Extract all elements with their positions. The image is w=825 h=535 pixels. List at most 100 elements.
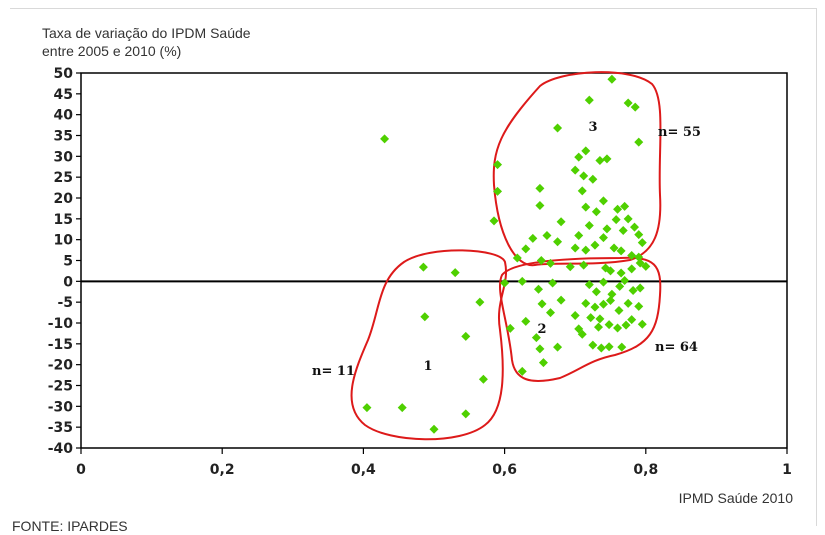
x-tick-label: 0,6 — [492, 462, 517, 478]
data-point — [581, 245, 591, 255]
data-point — [604, 320, 614, 330]
plot-area — [80, 72, 788, 449]
y-tick-label: 20 — [54, 191, 74, 207]
data-point — [602, 154, 612, 164]
data-point — [545, 308, 555, 318]
data-point — [577, 186, 587, 196]
data-point — [586, 313, 596, 323]
data-point — [621, 320, 631, 330]
y-tick-label: 40 — [54, 108, 74, 124]
data-point — [634, 230, 644, 240]
data-point — [628, 286, 638, 295]
data-point — [536, 256, 546, 265]
data-point — [591, 287, 601, 297]
cluster-1-outline — [350, 249, 507, 441]
data-point — [641, 261, 651, 271]
data-point — [418, 262, 428, 272]
data-point — [533, 284, 543, 294]
data-point — [570, 311, 580, 320]
cluster-3-count: n= 55 — [658, 125, 701, 140]
data-point — [627, 315, 637, 325]
data-point — [570, 243, 580, 253]
x-tick-label: 1 — [782, 462, 792, 478]
data-point — [517, 366, 527, 376]
data-point — [615, 281, 625, 291]
data-point — [531, 333, 541, 343]
data-point — [584, 280, 594, 290]
data-point — [598, 299, 608, 309]
data-point — [620, 201, 630, 211]
data-point — [535, 183, 545, 193]
data-point — [627, 251, 637, 260]
data-point — [429, 424, 439, 434]
data-point — [596, 343, 606, 353]
chart-frame — [10, 8, 817, 526]
y-tick-label: -40 — [48, 441, 74, 457]
data-point — [620, 276, 630, 285]
data-point — [595, 156, 605, 165]
data-point — [617, 342, 627, 352]
y-axis-title-line-1: Taxa de variação do IPDM Saúde — [42, 25, 251, 41]
data-point — [591, 207, 601, 217]
data-point — [588, 174, 598, 184]
y-axis-title-line-2: entre 2005 e 2010 (%) — [42, 43, 182, 59]
data-point — [634, 137, 644, 147]
data-point — [593, 322, 603, 332]
data-point — [590, 240, 600, 250]
data-point — [607, 289, 617, 299]
data-point — [579, 171, 589, 181]
data-point — [521, 244, 531, 254]
data-point — [493, 160, 503, 170]
data-point — [584, 221, 594, 230]
y-tick-label: -30 — [48, 399, 74, 415]
cluster-2-outline — [498, 256, 662, 382]
data-point — [553, 237, 563, 247]
data-point — [450, 268, 460, 278]
data-point — [537, 299, 547, 309]
data-point — [545, 258, 555, 268]
cluster-1-label: 1 — [423, 359, 432, 374]
data-point — [627, 264, 637, 274]
y-tick-label: 45 — [54, 87, 73, 103]
data-point — [581, 202, 591, 212]
cluster-3-label: 3 — [588, 120, 597, 135]
data-point — [635, 283, 645, 293]
x-axis-ticks: 0 0,2 0,4 0,6 0,8 1 — [76, 448, 792, 478]
data-point — [500, 278, 510, 288]
data-point — [613, 204, 623, 214]
y-tick-label: 0 — [63, 274, 73, 290]
data-point — [609, 243, 619, 253]
source-note: FONTE: IPARDES — [12, 518, 128, 534]
data-point — [630, 102, 640, 112]
data-point — [574, 231, 584, 240]
data-point — [616, 246, 626, 256]
data-point — [493, 186, 503, 196]
data-point — [489, 216, 499, 226]
data-point — [616, 268, 626, 278]
data-point — [538, 358, 548, 368]
data-point — [613, 323, 623, 333]
data-point — [521, 316, 531, 326]
y-tick-label: 35 — [54, 129, 73, 145]
cluster-outlines — [350, 71, 662, 441]
data-point — [598, 196, 608, 206]
data-point — [588, 340, 598, 350]
data-point — [556, 217, 566, 227]
data-point — [581, 146, 591, 156]
data-point — [397, 403, 407, 413]
data-point — [637, 238, 647, 248]
y-tick-label: -15 — [48, 337, 73, 353]
data-point — [623, 98, 633, 108]
data-point — [637, 319, 647, 329]
cluster-1-count: n= 11 — [312, 364, 355, 379]
data-point — [512, 253, 522, 263]
x-tick-label: 0,2 — [210, 462, 235, 478]
data-point — [535, 344, 545, 354]
data-point — [602, 224, 612, 234]
data-point — [607, 74, 617, 84]
y-tick-label: 30 — [54, 149, 74, 165]
data-point — [606, 266, 615, 276]
data-point — [581, 298, 591, 308]
y-tick-label: -5 — [57, 295, 73, 311]
data-point — [611, 215, 621, 225]
